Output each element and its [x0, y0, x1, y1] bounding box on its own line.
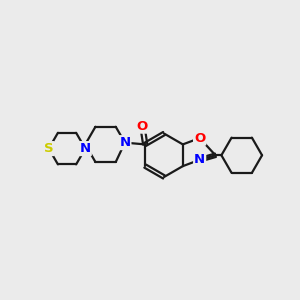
Text: O: O: [137, 120, 148, 133]
Text: N: N: [194, 153, 205, 166]
Text: S: S: [44, 142, 54, 155]
Text: O: O: [194, 132, 205, 145]
Text: N: N: [80, 142, 91, 155]
Text: N: N: [119, 136, 130, 149]
